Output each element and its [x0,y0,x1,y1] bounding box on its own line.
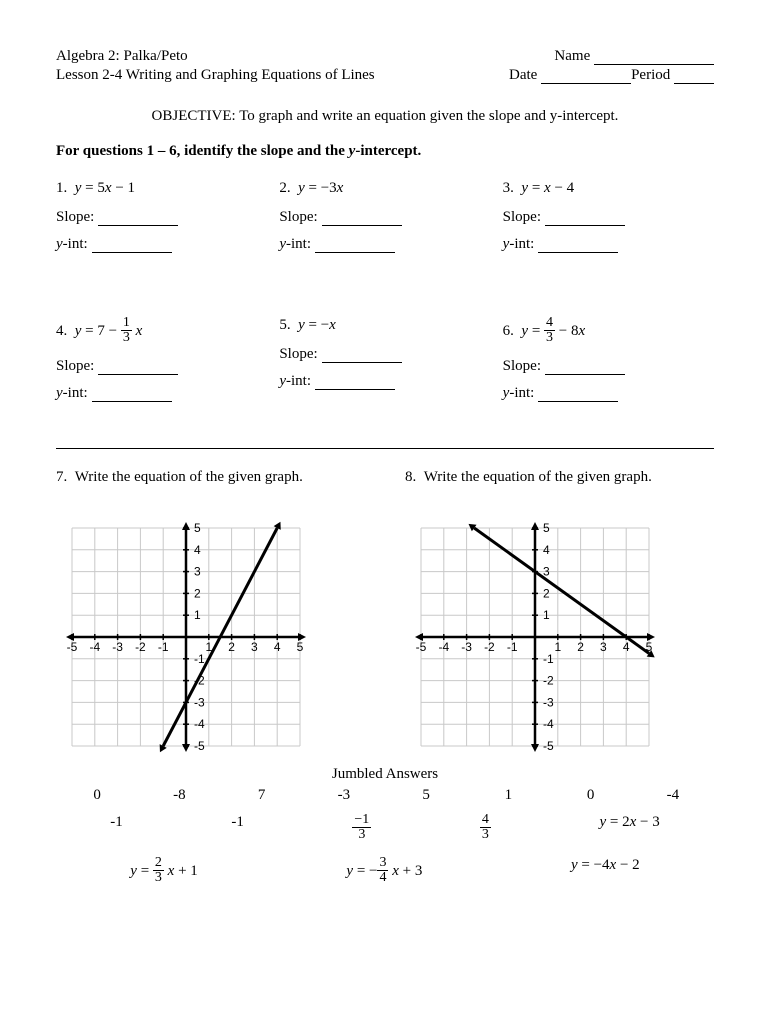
svg-text:-3: -3 [112,640,123,654]
q6-yint-blank[interactable] [538,388,618,402]
svg-text:-4: -4 [89,640,100,654]
lesson-title: Lesson 2-4 Writing and Graphing Equation… [56,67,375,84]
svg-text:1: 1 [554,640,561,654]
svg-text:-4: -4 [543,717,554,731]
q5-slope-blank[interactable] [322,349,402,363]
svg-text:-3: -3 [194,695,205,709]
svg-text:5: 5 [194,521,201,535]
svg-text:-2: -2 [135,640,146,654]
instructions-text: For questions 1 – 6, identify the slope … [56,143,714,160]
q2-yint-blank[interactable] [315,239,395,253]
date-period-field: Date Period [509,67,714,84]
svg-text:5: 5 [297,640,304,654]
svg-text:-5: -5 [416,640,427,654]
svg-text:-1: -1 [507,640,518,654]
question-7: 7. Write the equation of the given graph… [56,469,365,762]
q3-yint-blank[interactable] [538,239,618,253]
q4-yint-blank[interactable] [92,388,172,402]
svg-text:3: 3 [194,565,201,579]
svg-text:1: 1 [543,608,550,622]
question-2: 2. y = −3x Slope: y-int: [279,176,490,263]
svg-text:5: 5 [543,521,550,535]
jumbled-row-3: y = 23 x + 1 y = −34 x + 3 y = −4x − 2 [56,857,714,886]
jumbled-row-1: 0 -8 7 -3 5 1 0 -4 [56,787,714,804]
svg-text:2: 2 [577,640,584,654]
svg-text:-3: -3 [543,695,554,709]
svg-text:-4: -4 [438,640,449,654]
svg-text:2: 2 [228,640,235,654]
jumbled-row-2: -1 -1 −13 43 y = 2x − 3 [56,814,714,843]
svg-text:-2: -2 [484,640,495,654]
svg-text:-2: -2 [543,674,554,688]
svg-text:2: 2 [194,586,201,600]
q6-slope-blank[interactable] [545,361,625,375]
graph-7: -5-4-3-2-112345-5-4-3-2-112345 [56,512,365,762]
q2-slope-blank[interactable] [322,212,402,226]
question-8: 8. Write the equation of the given graph… [405,469,714,762]
svg-text:-5: -5 [67,640,78,654]
q5-yint-blank[interactable] [315,376,395,390]
svg-text:-1: -1 [194,652,205,666]
question-1: 1. y = 5x − 1 Slope: y-int: [56,176,267,263]
q1-slope-blank[interactable] [98,212,178,226]
period-blank[interactable] [674,70,714,84]
course-title: Algebra 2: Palka/Peto [56,48,188,65]
name-field: Name [554,48,714,65]
section-divider [56,448,714,449]
question-3: 3. y = x − 4 Slope: y-int: [503,176,714,263]
jumbled-title: Jumbled Answers [56,766,714,783]
q4-slope-blank[interactable] [98,361,178,375]
date-blank[interactable] [541,70,631,84]
svg-text:-5: -5 [543,739,554,753]
svg-text:1: 1 [194,608,201,622]
svg-text:-1: -1 [158,640,169,654]
svg-text:4: 4 [543,543,550,557]
svg-text:-4: -4 [194,717,205,731]
svg-text:4: 4 [623,640,630,654]
svg-text:-1: -1 [543,652,554,666]
svg-text:3: 3 [600,640,607,654]
q1-yint-blank[interactable] [92,239,172,253]
svg-text:-5: -5 [194,739,205,753]
svg-text:4: 4 [194,543,201,557]
svg-text:4: 4 [274,640,281,654]
objective-text: OBJECTIVE: To graph and write an equatio… [56,108,714,125]
q3-slope-blank[interactable] [545,212,625,226]
name-blank[interactable] [594,51,714,65]
graph-8: -5-4-3-2-112345-5-4-3-2-112345 [405,512,714,762]
svg-text:-3: -3 [461,640,472,654]
svg-text:2: 2 [543,586,550,600]
question-6: 6. y = 43 − 8x Slope: y-int: [503,313,714,412]
svg-text:3: 3 [251,640,258,654]
question-5: 5. y = −x Slope: y-int: [279,313,490,412]
question-4: 4. y = 7 − 13 x Slope: y-int: [56,313,267,412]
